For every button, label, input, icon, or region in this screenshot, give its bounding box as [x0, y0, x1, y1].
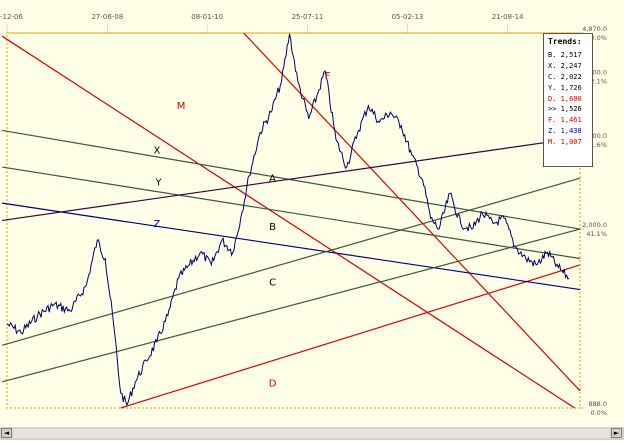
label-c: C [269, 277, 276, 288]
trend-line-x [2, 129, 581, 230]
label-d: D [269, 378, 277, 389]
trend-key: B. [548, 50, 557, 59]
plot-frame [6, 32, 581, 409]
trend-row: F. 1,461 [548, 115, 588, 126]
label-a: A [269, 174, 276, 185]
trend-line-labels: F M X Y Z A B C D [153, 71, 330, 389]
trend-value: 2,517 [556, 50, 582, 59]
label-x: X [153, 145, 160, 156]
x-axis: 12-12-06 27-06-08 08-01-10 25-07-11 05-02-13… [0, 13, 524, 33]
trend-value: 1,600 [556, 94, 582, 103]
trend-value: 2,022 [556, 72, 582, 81]
label-y: Y [154, 177, 162, 188]
y-tick-percent: 0.0% [590, 409, 607, 417]
trend-line-y [2, 166, 581, 260]
price-series [6, 33, 570, 407]
trend-value: 1,007 [556, 138, 582, 147]
x-tick-label: 05-02-13 [392, 13, 424, 21]
chart-background [0, 0, 624, 426]
trend-row: X. 2,247 [548, 61, 588, 72]
trend-line-z [2, 202, 581, 291]
label-z: Z [153, 219, 160, 230]
x-tick-label: 12-12-06 [0, 13, 23, 21]
trend-line-d [120, 264, 581, 409]
trend-row: Y. 1,726 [548, 83, 588, 94]
trend-row: M. 1,007 [548, 137, 588, 148]
trend-row: B. 2,517 [548, 50, 588, 61]
trends-list: B. 2,517 X. 2,247 C. 2,022 Y. 1,726 D. 1,600… [548, 50, 588, 148]
label-m: M [177, 101, 186, 112]
y-tick-label: 2,000.0 [582, 221, 607, 229]
y-tick-percent: 61.6% [586, 141, 607, 149]
trends-title: Trends: [548, 37, 582, 46]
trend-row: Z. 1,438 [548, 126, 588, 137]
trend-row: >> 1,526 [548, 104, 588, 115]
trend-row: C. 2,022 [548, 72, 588, 83]
y-tick-label: 888.0 [588, 400, 607, 408]
label-b: B [269, 222, 276, 233]
trend-line-a [2, 136, 581, 222]
trend-line-f [243, 32, 581, 392]
trend-key: D. [548, 94, 557, 103]
trend-line-c [2, 228, 581, 383]
trend-value: 1,526 [556, 105, 582, 114]
trend-value: 2,247 [556, 61, 582, 70]
scrollbar-track[interactable] [13, 429, 610, 438]
trend-line-m [1, 35, 575, 409]
trend-line-b [2, 177, 581, 346]
trend-key: F. [548, 116, 557, 125]
trend-value: 1,461 [556, 116, 582, 125]
trend-key: >> [548, 105, 557, 114]
scroll-left-button[interactable]: ◄ [1, 428, 12, 438]
y-tick-label: 3,000.0 [582, 132, 607, 140]
x-tick-label: 21-08-14 [492, 13, 524, 21]
price-chart: 12-12-06 27-06-08 08-01-10 25-07-11 05-02-13… [0, 0, 624, 426]
trend-value: 1,438 [556, 127, 582, 136]
trend-key: X. [548, 61, 557, 70]
x-tick-label: 08-01-10 [191, 13, 223, 21]
trends-legend: Trends: B. 2,517 X. 2,247 C. 2,022 Y. 1,726… [543, 33, 593, 167]
trend-lines [1, 32, 581, 409]
y-tick-percent: 41.1% [586, 230, 607, 238]
trend-key: C. [548, 72, 557, 81]
x-tick-label: 27-06-08 [91, 13, 123, 21]
y-tick-label: 4,870.0 [582, 25, 607, 33]
trend-value: 1,726 [556, 83, 582, 92]
trend-key: M. [548, 138, 557, 147]
horizontal-scrollbar[interactable]: ◄ ► [0, 426, 624, 440]
scroll-right-button[interactable]: ► [611, 428, 622, 438]
x-tick-label: 25-07-11 [292, 13, 324, 21]
y-tick-label: 4,000.0 [582, 68, 607, 76]
label-f: F [325, 71, 331, 82]
trend-key: Z. [548, 127, 557, 136]
y-tick-percent: 82.1% [586, 77, 607, 85]
price-line [6, 33, 570, 407]
trend-row: D. 1,600 [548, 94, 588, 105]
trend-key: Y. [548, 83, 557, 92]
y-tick-percent: 100.0% [582, 34, 607, 42]
